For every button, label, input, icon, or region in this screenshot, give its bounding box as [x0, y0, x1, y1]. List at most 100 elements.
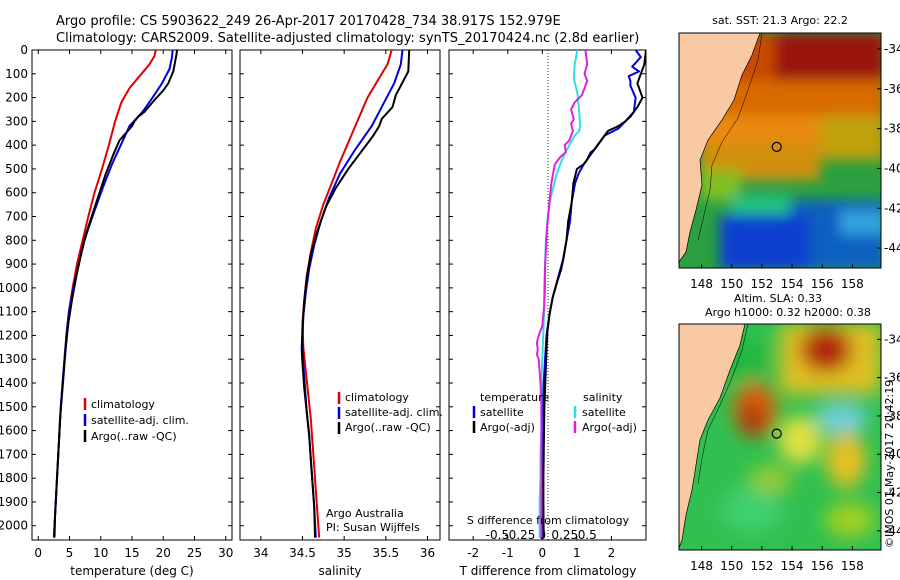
salinity-xlabel: salinity — [318, 564, 361, 578]
depth-label: 700 — [5, 210, 28, 224]
temperature-x-axis: 0 5 10 15 20 25 30 — [34, 50, 233, 560]
depth-label: 1900 — [0, 495, 28, 509]
salinity-x-axis: 34 34.5 35 35.5 36 — [253, 50, 435, 560]
map-lon-label: 154 — [781, 277, 804, 291]
map-lat-label: -40 — [884, 447, 900, 461]
x-tick-label: 20 — [156, 546, 171, 560]
map-lat-label: -36 — [884, 82, 900, 96]
annotation-argo-australia: Argo Australia — [326, 507, 404, 520]
x-tick-label: -1 — [502, 546, 514, 560]
x-tick-label: 36 — [420, 546, 435, 560]
series-line-argo-raw-qc- — [53, 50, 178, 538]
x-tick-label: 0 — [538, 546, 546, 560]
series-line-argo-raw-qc- — [300, 50, 411, 538]
legend-label-s-satellite: satellite — [582, 406, 626, 419]
argo-float-marker — [771, 141, 782, 152]
sst-isobath — [697, 33, 763, 241]
x-tick-label: 10 — [93, 546, 108, 560]
temperature-lines — [52, 50, 178, 538]
map-lat-label: -38 — [884, 409, 900, 423]
depth-label: 0 — [20, 43, 28, 57]
map-lon-label: 158 — [841, 277, 864, 291]
salinity-axes-frame — [239, 49, 441, 541]
sla-map-frame — [678, 323, 882, 551]
depth-label: 1800 — [0, 471, 28, 485]
s-difference-label: S difference from climatology — [467, 514, 630, 527]
temperature-legend: climatology satellite-adj. clim. Argo(..… — [83, 398, 189, 443]
s-tick-label: -0.5 — [486, 528, 509, 542]
legend-label-argo: Argo(..raw -QC) — [345, 421, 431, 434]
depth-label: 600 — [5, 186, 28, 200]
depth-label: 1700 — [0, 447, 28, 461]
depth-label: 100 — [5, 67, 28, 81]
depth-label: 1200 — [0, 328, 28, 342]
x-tick-label: 34 — [253, 546, 268, 560]
x-tick-label: 5 — [66, 546, 74, 560]
x-tick-label: 0 — [34, 546, 42, 560]
map-lon-label: 148 — [690, 559, 713, 573]
t-difference-xlabel: T difference from climatology — [459, 564, 637, 578]
map-lat-label: -38 — [884, 122, 900, 136]
legend-label-s-argo: Argo(-adj) — [582, 421, 637, 434]
map-lat-label: -44 — [884, 241, 900, 255]
depth-label: 500 — [5, 162, 28, 176]
difference-legend: temperature salinity satellite Argo(-adj… — [472, 391, 637, 434]
salinity-legend: climatology satellite-adj. clim. Argo(..… — [337, 391, 443, 434]
depth-label: 1100 — [0, 305, 28, 319]
x-tick-label: 34.5 — [289, 546, 316, 560]
sst-map-title: sat. SST: 21.3 Argo: 22.2 — [712, 14, 848, 27]
map-lon-label: 152 — [750, 277, 773, 291]
depth-label: 1400 — [0, 376, 28, 390]
legend-label-argo: Argo(..raw -QC) — [91, 430, 177, 443]
map-lon-label: 156 — [811, 277, 834, 291]
map-lon-label: 154 — [781, 559, 804, 573]
x-tick-label: 15 — [124, 546, 139, 560]
depth-label: 800 — [5, 233, 28, 247]
legend-header-salinity: salinity — [583, 391, 623, 404]
legend-label-satellite: satellite-adj. clim. — [345, 406, 443, 419]
sst-map-axes: 148 150 152 154 156 158 -34 -36 -38 -40 -42 -44 — [690, 42, 900, 291]
x-tick-label: 30 — [218, 546, 233, 560]
x-tick-label: 2 — [608, 546, 616, 560]
series-line-s-argo-adj- — [535, 50, 589, 538]
depth-label: 900 — [5, 257, 28, 271]
sla-blobs — [710, 324, 881, 538]
legend-label-t-argo: Argo(-adj) — [480, 421, 535, 434]
x-tick-label: -2 — [467, 546, 479, 560]
s-tick-label: 0.5 — [578, 528, 597, 542]
depth-label: 400 — [5, 138, 28, 152]
x-tick-label: 35.5 — [372, 546, 399, 560]
map-lon-label: 148 — [690, 277, 713, 291]
map-lat-label: -34 — [884, 42, 900, 56]
map-lat-label: -36 — [884, 371, 900, 385]
s-tick-label: -0.25 — [504, 528, 535, 542]
depth-label: 1500 — [0, 400, 28, 414]
sst-land — [679, 33, 761, 263]
difference-axes-frame — [448, 49, 647, 541]
s-tick-label: 0.25 — [551, 528, 578, 542]
x-tick-label: 25 — [187, 546, 202, 560]
temperature-panel: 0100200300400500600700800900100011001200… — [0, 43, 233, 578]
sla-map-title-2: Argo h1000: 0.32 h2000: 0.38 — [705, 306, 871, 319]
salinity-panel: 34 34.5 35 35.5 36 salinity climatology sate… — [239, 49, 443, 578]
depth-label: 1300 — [0, 352, 28, 366]
series-line-t-argo-adj- — [542, 50, 646, 538]
map-lat-label: -42 — [884, 486, 900, 500]
imos-credit: ©IMOS 01-May-2017 20:42:19 — [883, 380, 896, 548]
sla-map-field — [679, 324, 881, 550]
x-tick-label: 1 — [573, 546, 581, 560]
map-lat-label: -44 — [884, 524, 900, 538]
legend-label-climatology: climatology — [345, 391, 409, 404]
depth-label: 1600 — [0, 424, 28, 438]
depth-label: 300 — [5, 114, 28, 128]
temperature-axes-frame — [31, 49, 233, 541]
map-lon-label: 156 — [811, 559, 834, 573]
legend-label-climatology: climatology — [91, 398, 155, 411]
sst-map: sat. SST: 21.3 Argo: 22.2 148 150 152 154 15 — [678, 14, 900, 291]
map-lat-label: -34 — [884, 332, 900, 346]
salinity-lines — [300, 50, 411, 538]
map-lon-label: 152 — [750, 559, 773, 573]
depth-label: 200 — [5, 91, 28, 105]
sla-isobath — [697, 324, 749, 485]
